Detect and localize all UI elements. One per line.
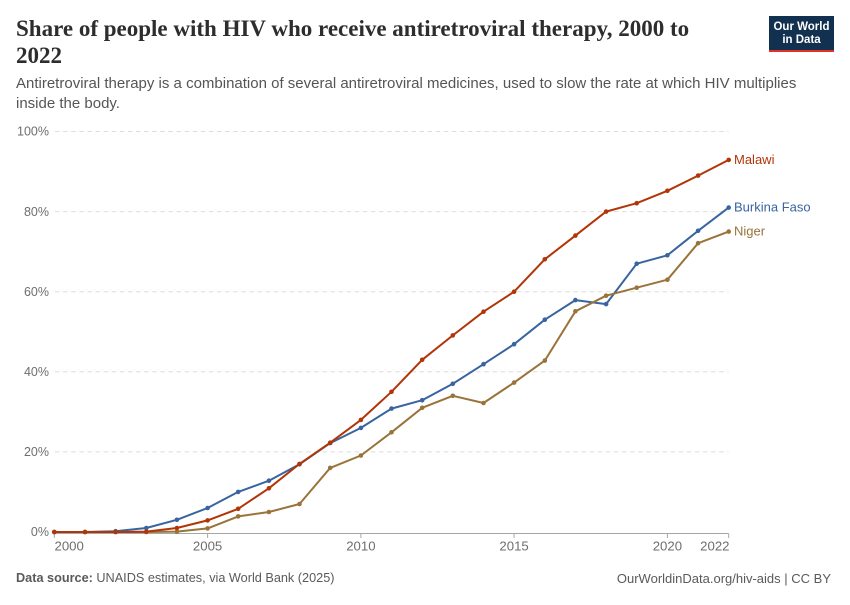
svg-text:2020: 2020 (653, 539, 682, 554)
svg-text:20%: 20% (24, 445, 49, 459)
svg-text:Malawi: Malawi (734, 152, 775, 167)
svg-text:40%: 40% (24, 365, 49, 379)
svg-text:Niger: Niger (734, 224, 766, 239)
svg-text:0%: 0% (31, 525, 49, 539)
svg-text:2022: 2022 (700, 539, 729, 554)
svg-text:100%: 100% (17, 125, 49, 139)
svg-text:80%: 80% (24, 205, 49, 219)
svg-text:2010: 2010 (346, 539, 375, 554)
svg-text:2000: 2000 (55, 539, 84, 554)
svg-text:Burkina Faso: Burkina Faso (734, 200, 811, 215)
svg-text:2015: 2015 (499, 539, 528, 554)
svg-text:60%: 60% (24, 285, 49, 299)
svg-text:2005: 2005 (193, 539, 222, 554)
